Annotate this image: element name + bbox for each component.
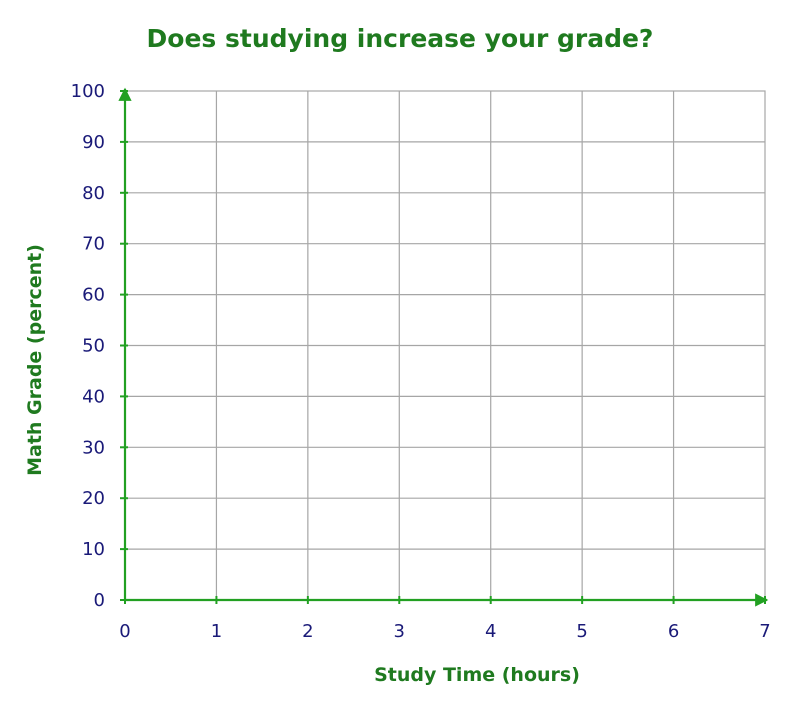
x-tick-label: 0 [119, 621, 130, 642]
y-tick-label: 70 [82, 234, 105, 255]
x-tick-label: 6 [668, 621, 679, 642]
y-tick-label: 0 [94, 590, 105, 611]
x-tick-label: 3 [394, 621, 405, 642]
y-tick-label: 30 [82, 437, 105, 458]
y-tick-label: 90 [82, 132, 105, 153]
y-axis-title: Math Grade (percent) [24, 244, 46, 476]
x-tick-label: 7 [759, 621, 770, 642]
x-tick-label: 4 [485, 621, 496, 642]
y-tick-label: 60 [82, 285, 105, 306]
x-tick-label: 1 [211, 621, 222, 642]
x-tick-label: 5 [576, 621, 587, 642]
y-tick-label: 50 [82, 336, 105, 357]
y-tick-labels: 0 10 20 30 40 50 60 70 80 90 100 [71, 81, 128, 611]
x-tick-labels: 0 1 2 3 4 5 6 7 [119, 596, 771, 642]
y-tick-label: 20 [82, 488, 105, 509]
y-tick-label: 80 [82, 183, 105, 204]
chart-title: Does studying increase your grade? [147, 24, 654, 53]
y-tick-label: 100 [71, 81, 105, 102]
y-tick-label: 10 [82, 539, 105, 560]
gridlines [125, 91, 765, 600]
x-tick-label: 2 [302, 621, 313, 642]
y-tick-label: 40 [82, 386, 105, 407]
x-axis-title: Study Time (hours) [374, 664, 580, 686]
